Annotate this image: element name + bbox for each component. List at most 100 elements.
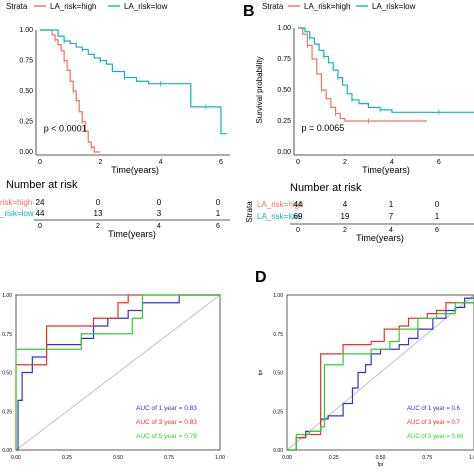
chart-a-y-tick: 0.25 bbox=[19, 119, 33, 126]
risk-table-b-cell: 19 bbox=[341, 212, 350, 221]
risk-table-a-title: Number at risk bbox=[6, 179, 78, 191]
chart-a-x-tick: 0 bbox=[38, 159, 42, 166]
risk-table-a-tick: 0 bbox=[38, 223, 42, 230]
chart-d-y-tick: 0.00 bbox=[273, 448, 283, 454]
chart-c-diagonal bbox=[15, 294, 221, 451]
chart-b-y-label: Survival probability bbox=[255, 56, 264, 123]
risk-table-a-xlabel: Time(years) bbox=[108, 229, 156, 239]
chart-d-series-3 bbox=[287, 295, 474, 451]
chart-c-series-1 bbox=[16, 294, 220, 451]
chart-b-series-1 bbox=[298, 27, 428, 122]
chart-d-y-tick: 0.75 bbox=[273, 332, 283, 338]
chart-b-x-tick: 2 bbox=[343, 159, 347, 166]
chart-b-x-tick: 6 bbox=[437, 159, 441, 166]
chart-a-x-label: Time(years) bbox=[111, 165, 159, 175]
risk-table-a-row-low-label: _risk=low bbox=[0, 209, 34, 218]
chart-a-y-tick: 1.00 bbox=[19, 27, 33, 34]
chart-c-x-tick: 1.00 bbox=[215, 455, 225, 461]
chart-b-y-tick: 0.00 bbox=[277, 149, 291, 156]
risk-table-a-cell: 24 bbox=[36, 198, 45, 207]
legend-a-title: Strata bbox=[6, 2, 28, 11]
chart-d-x-tick: 0.50 bbox=[376, 455, 386, 461]
km-chart-a: 0.00 0.25 0.50 0.75 1.00 0 2 4 6 Time(years) p < 0… bbox=[19, 27, 230, 175]
risk-table-a-row-high-label: risk=high bbox=[0, 198, 32, 207]
chart-c-x-tick: 0.75 bbox=[164, 455, 174, 461]
roc-chart-c: 0.00 0.25 0.50 0.75 1.00 0.00 0.25 0.50 0.75 1.00… bbox=[2, 293, 225, 461]
legend-b-high-label: LA_risk=high bbox=[304, 2, 350, 11]
risk-table-b-cell: 69 bbox=[294, 212, 303, 221]
chart-b-y-tick: 0.50 bbox=[277, 87, 291, 94]
chart-d-x-tick: 0.25 bbox=[329, 455, 339, 461]
chart-c-y-tick: 1.00 bbox=[2, 293, 12, 299]
chart-d-y-label: tpr bbox=[258, 369, 264, 375]
chart-c-x-tick: 0.25 bbox=[62, 455, 72, 461]
chart-a-series-1 bbox=[40, 29, 101, 153]
chart-b-series-2 bbox=[298, 27, 474, 113]
risk-table-a: Number at risk risk=high _risk=low 24 0 … bbox=[0, 179, 230, 239]
chart-c-auc-label-1: AUC of 1 year = 0.83 bbox=[136, 405, 197, 412]
chart-a-y-tick: 0.50 bbox=[19, 88, 33, 95]
risk-table-a-tick: 2 bbox=[96, 223, 100, 230]
risk-table-a-cell: 0 bbox=[157, 198, 162, 207]
risk-table-a-cell: 0 bbox=[216, 198, 221, 207]
risk-table-b-xlabel: Time(years) bbox=[356, 233, 404, 243]
chart-d-y-tick: 1.00 bbox=[273, 293, 283, 299]
risk-table-b-row-high-label: LA_risk=high bbox=[257, 200, 303, 209]
chart-d-series-1 bbox=[287, 295, 474, 451]
legend-b: Strata LA_risk=high LA_risk=low bbox=[262, 2, 416, 11]
risk-table-a-cell: 1 bbox=[216, 209, 221, 218]
risk-table-b-tick: 6 bbox=[435, 227, 439, 234]
panel-d-letter: D bbox=[255, 269, 267, 286]
chart-b-y-tick: 0.25 bbox=[277, 118, 291, 125]
risk-table-b-cell: 0 bbox=[435, 200, 440, 209]
chart-d-y-tick: 0.50 bbox=[273, 371, 283, 377]
risk-table-b: Number at risk Strata LA_risk=high LA_ri… bbox=[245, 182, 474, 243]
legend-b-title: Strata bbox=[262, 2, 284, 11]
chart-c-auc-label-2: AUC of 3 year = 0.83 bbox=[136, 419, 197, 426]
chart-a-x-tick: 4 bbox=[159, 159, 163, 166]
roc-chart-d: 0.00 0.25 0.50 0.75 1.00 0.00 0.25 0.50 0.75 1.00… bbox=[258, 293, 474, 468]
chart-c-y-tick: 0.75 bbox=[2, 332, 12, 338]
chart-d-y-tick: 0.25 bbox=[273, 409, 283, 415]
chart-a-y-tick: 0.75 bbox=[19, 58, 33, 65]
risk-table-a-cell: 44 bbox=[36, 209, 45, 218]
legend-a-high-label: LA_risk=high bbox=[50, 2, 96, 11]
chart-b-pvalue: p = 0.0065 bbox=[302, 123, 345, 133]
risk-table-b-tick: 0 bbox=[296, 227, 300, 234]
risk-table-b-cell: 1 bbox=[435, 212, 440, 221]
chart-d-auc-label-3: AUC of 5 year = 0.68 bbox=[407, 434, 464, 440]
legend-a-low-label: LA_risk=low bbox=[124, 2, 168, 11]
risk-table-a-tick: 6 bbox=[216, 223, 220, 230]
chart-c-series-3 bbox=[15, 294, 220, 450]
chart-d-x-tick: 0.00 bbox=[282, 455, 292, 461]
risk-table-a-cell: 0 bbox=[96, 198, 101, 207]
chart-c-y-tick: 0.25 bbox=[2, 409, 12, 415]
risk-table-a-cell: 13 bbox=[94, 209, 103, 218]
chart-b-x-tick: 4 bbox=[390, 159, 394, 166]
chart-d-x-tick: 1.00 bbox=[469, 455, 474, 461]
panel-b-letter: B bbox=[243, 3, 255, 20]
chart-d-x-label: fpr bbox=[378, 462, 384, 468]
chart-d-x-tick: 0.75 bbox=[422, 455, 432, 461]
chart-b-y-tick: 0.75 bbox=[277, 56, 291, 63]
risk-table-b-cell: 1 bbox=[389, 200, 394, 209]
chart-b-y-tick: 1.00 bbox=[277, 25, 291, 32]
chart-a-series-2 bbox=[40, 29, 227, 135]
chart-c-y-tick: 0.00 bbox=[2, 448, 12, 454]
risk-table-b-title: Number at risk bbox=[290, 182, 362, 194]
risk-table-b-tick: 4 bbox=[389, 227, 393, 234]
chart-b-x-tick: 0 bbox=[296, 159, 300, 166]
chart-a-y-tick: 0.00 bbox=[19, 149, 33, 156]
legend-a: Strata LA_risk=high LA_risk=low bbox=[6, 2, 168, 11]
risk-table-a-tick: 4 bbox=[157, 223, 161, 230]
risk-table-a-cell: 3 bbox=[157, 209, 162, 218]
chart-c-auc-label-3: AUC of 5 year = 0.78 bbox=[136, 433, 197, 440]
risk-table-b-strata-label: Strata bbox=[245, 201, 254, 223]
risk-table-b-cell: 4 bbox=[343, 200, 348, 209]
risk-table-b-tick: 2 bbox=[343, 227, 347, 234]
chart-a-x-tick: 2 bbox=[98, 159, 102, 166]
chart-b-x-label: Time(years) bbox=[362, 165, 410, 175]
legend-b-low-label: LA_risk=low bbox=[372, 2, 416, 11]
risk-table-b-cell: 44 bbox=[294, 200, 303, 209]
